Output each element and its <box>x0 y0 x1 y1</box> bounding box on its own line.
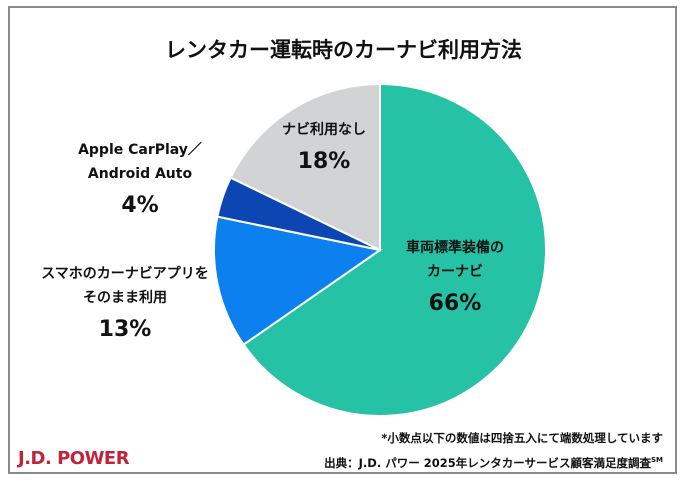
pie-slice-3 <box>229 82 381 252</box>
label-line: 車両標準装備の <box>406 240 504 256</box>
label-line: Android Auto <box>87 166 193 182</box>
label-line: ナビ利用なし <box>282 122 366 138</box>
source-note: 出典：J.D. パワー 2025年レンタカーサービス顧客満足度調査SM <box>324 455 663 471</box>
slice-label-builtin: 車両標準装備の カーナビ 66% <box>395 236 515 320</box>
data-label: 18% <box>297 149 351 174</box>
jd-power-logo: J.D. POWER <box>18 448 130 469</box>
slice-label-smartphone: スマホのカーナビアプリを そのまま利用 13% <box>20 262 230 346</box>
label-line: カーナビ <box>427 264 483 280</box>
rounding-note: *小数点以下の数値は四捨五入にて端数処理しています <box>381 431 663 445</box>
pie-slice-1 <box>213 215 383 347</box>
data-label: 66% <box>428 291 482 316</box>
chart-title: レンタカー運転時のカーナビ利用方法 <box>165 38 522 62</box>
label-line: スマホのカーナビアプリを <box>41 266 209 282</box>
pie-slice-0 <box>242 82 547 417</box>
slice-label-none: ナビ利用なし 18% <box>264 118 384 178</box>
label-line: そのまま利用 <box>83 290 167 306</box>
source-text: 出典：J.D. パワー 2025年レンタカーサービス顧客満足度調査 <box>324 456 651 470</box>
data-label: 4% <box>121 193 159 218</box>
service-mark: SM <box>650 456 663 465</box>
slice-label-carplay: Apple CarPlay／ Android Auto 4% <box>40 138 240 222</box>
label-line: Apple CarPlay／ <box>78 142 202 158</box>
chart-frame <box>8 6 677 474</box>
data-label: 13% <box>98 317 152 342</box>
